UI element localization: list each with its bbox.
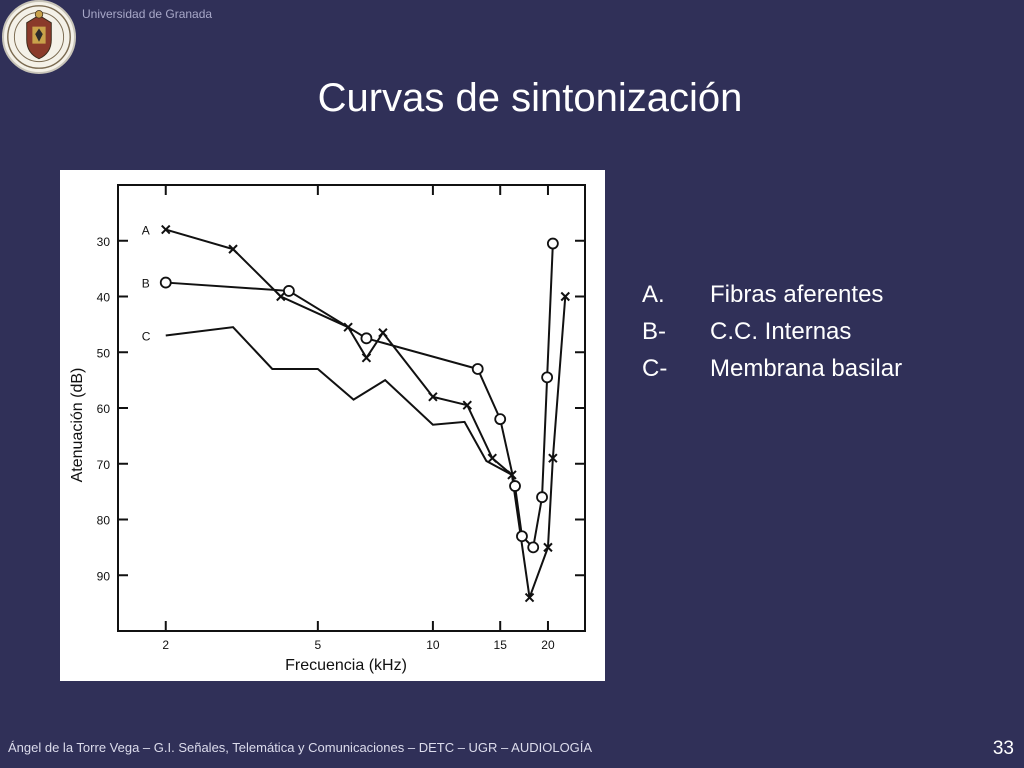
x-tick-label: 15	[494, 638, 508, 652]
legend-item-a: A. Fibras aferentes	[642, 281, 902, 318]
chart-canvas: 30 40 50 60 70 80 90 2 5 10 15 20 A B C Frecuencia (…	[69, 184, 586, 674]
data-point-circle	[283, 285, 295, 297]
y-tick-label: 90	[97, 569, 111, 583]
university-seal-icon	[2, 0, 76, 74]
data-point-cross	[548, 453, 558, 463]
data-point-cross	[462, 400, 472, 410]
data-point-circle	[360, 332, 373, 345]
data-point-cross	[276, 291, 286, 302]
legend-item-c: C- Membrana basilar	[642, 355, 902, 392]
tuning-curves-chart: 30 40 50 60 70 80 90 2 5 10 15 20 A B C Frecuencia (…	[60, 170, 605, 681]
data-point-cross	[428, 392, 438, 402]
data-point-circle	[509, 480, 521, 492]
y-axis-ticks: 30 40 50 60 70 80 90	[97, 235, 585, 583]
series-line	[165, 326, 513, 476]
x-tick-label: 20	[541, 638, 555, 652]
data-point-circle	[536, 491, 548, 504]
data-point-circle	[471, 363, 484, 375]
legend-item-b: B- C.C. Internas	[642, 318, 902, 355]
data-point-circle	[494, 413, 507, 426]
data-point-cross	[228, 244, 238, 254]
data-point-circle	[527, 541, 540, 554]
series-label: C	[142, 330, 151, 344]
data-point-circle	[546, 237, 559, 250]
data-point-cross	[524, 592, 535, 603]
y-tick-label: 60	[97, 402, 111, 416]
data-point-cross	[560, 291, 570, 302]
footer-credits: Ángel de la Torre Vega – G.I. Señales, T…	[8, 740, 593, 755]
legend-text: Membrana basilar	[710, 355, 903, 382]
data-point-circle	[159, 276, 172, 289]
university-name: Universidad de Granada	[82, 7, 213, 21]
x-tick-label: 10	[426, 638, 440, 652]
plot-frame	[117, 184, 586, 632]
data-point-cross	[543, 542, 553, 553]
data-point-cross	[161, 224, 171, 235]
page-number: 33	[992, 738, 1014, 759]
series-line	[165, 228, 567, 598]
x-tick-label: 5	[315, 638, 322, 652]
series-label: A	[142, 224, 150, 238]
data-point-cross	[378, 328, 388, 338]
legend-key: B-	[642, 318, 666, 345]
data-point-cross	[487, 453, 497, 463]
x-axis-ticks: 2 5 10 15 20	[162, 185, 555, 652]
y-axis-label: Atenuación (dB)	[69, 368, 86, 483]
series-b	[159, 237, 559, 554]
series-layer	[159, 224, 570, 603]
y-tick-label: 50	[97, 346, 111, 360]
x-axis-label: Frecuencia (kHz)	[285, 657, 407, 674]
legend-text: Fibras aferentes	[710, 281, 884, 308]
x-tick-label: 2	[162, 638, 169, 652]
y-tick-label: 80	[97, 514, 111, 528]
series-c	[165, 326, 513, 476]
university-seal-drawing	[7, 5, 71, 69]
legend: A. Fibras aferentes B- C.C. Internas C- …	[642, 281, 902, 392]
data-point-circle	[516, 530, 528, 543]
legend-key: A.	[642, 281, 665, 308]
data-point-circle	[541, 371, 554, 384]
series-a	[161, 224, 570, 603]
data-point-cross	[361, 353, 372, 363]
legend-text: C.C. Internas	[710, 318, 852, 345]
y-tick-label: 70	[97, 458, 111, 472]
series-label-layer: A B C	[142, 224, 151, 344]
slide-title: Curvas de sintonización	[317, 76, 743, 120]
y-tick-label: 30	[97, 235, 111, 249]
series-label: B	[142, 277, 150, 291]
legend-key: C-	[642, 355, 668, 382]
y-tick-label: 40	[97, 291, 111, 305]
